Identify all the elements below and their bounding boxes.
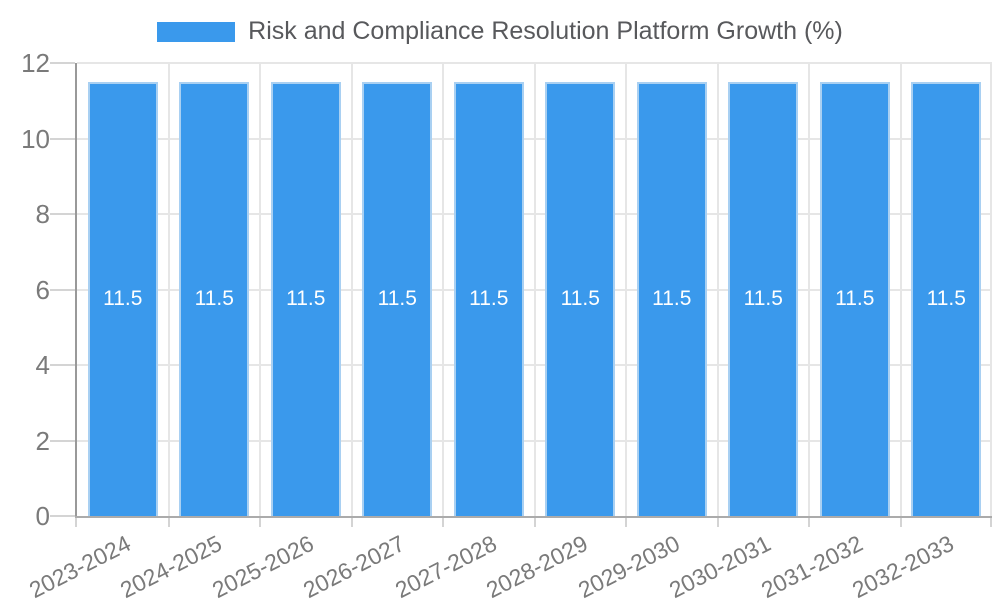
bar-value-label: 11.5 — [469, 286, 509, 310]
x-axis-tick-label: 2029-2030 — [573, 530, 684, 600]
x-tick-mark — [75, 518, 77, 527]
y-tick-mark — [50, 364, 75, 366]
gridline-vertical — [716, 63, 719, 516]
x-tick-mark — [990, 518, 992, 527]
y-tick-mark — [50, 515, 75, 517]
bar — [911, 81, 982, 516]
bar-value-label: 11.5 — [652, 286, 692, 310]
x-axis-tick-label: 2027-2028 — [390, 530, 501, 600]
gridline-vertical — [625, 63, 627, 516]
bar — [728, 81, 799, 516]
x-tick-mark — [259, 518, 261, 527]
gridline-vertical — [808, 63, 810, 516]
y-tick-mark — [50, 288, 75, 291]
x-axis-tick-label: 2028-2029 — [482, 530, 593, 600]
gridline-vertical — [899, 63, 902, 516]
bar — [87, 81, 158, 516]
plot-area: 11.5 11.5 11.5 11.5 11.5 11.5 11.5 11.5 11.5 11.5… — [21, 49, 992, 600]
x-axis-line — [75, 516, 992, 518]
bar-value-label: 11.5 — [743, 286, 783, 310]
chart-legend[interactable]: Risk and Compliance Resolution Platform … — [0, 17, 1000, 46]
y-tick-mark — [50, 213, 75, 215]
x-tick-mark — [716, 518, 719, 527]
bar — [636, 81, 707, 516]
x-tick-mark — [808, 518, 810, 527]
x-tick-mark — [167, 518, 170, 527]
bar-value-label: 11.5 — [926, 286, 966, 310]
x-tick-mark — [533, 518, 536, 527]
y-axis-tick-label: 6 — [35, 274, 50, 305]
bar-value-label: 11.5 — [560, 286, 600, 310]
y-axis-tick-label: 2 — [35, 425, 50, 456]
bar — [270, 81, 341, 516]
x-axis-tick-label: 2023-2024 — [24, 530, 135, 600]
bar — [453, 81, 524, 516]
bar — [545, 81, 616, 516]
gridline-vertical — [350, 63, 353, 516]
y-axis-tick-label: 0 — [35, 501, 50, 531]
gridline-vertical — [533, 63, 536, 516]
x-tick-mark — [625, 518, 627, 527]
y-axis-tick-label: 4 — [35, 350, 50, 380]
gridline-vertical — [167, 63, 170, 516]
y-axis-tick-label: 8 — [35, 199, 50, 229]
x-axis-tick-label: 2025-2026 — [207, 530, 318, 600]
x-tick-mark — [899, 518, 902, 527]
chart-title: Risk and Compliance Resolution Platform … — [248, 17, 843, 45]
y-tick-mark — [50, 137, 75, 140]
y-axis-line — [75, 63, 77, 518]
bar — [179, 81, 250, 516]
bar — [819, 81, 890, 516]
y-axis-tick-label: 12 — [21, 48, 50, 78]
legend-color-swatch — [157, 21, 236, 42]
x-tick-mark — [350, 518, 353, 527]
bar-value-label: 11.5 — [103, 286, 143, 310]
x-axis-tick-label: 2032-2033 — [848, 530, 959, 600]
y-tick-mark — [50, 439, 75, 442]
gridline-vertical — [259, 63, 261, 516]
x-axis-tick-label: 2026-2027 — [299, 530, 410, 600]
x-tick-mark — [442, 518, 444, 527]
y-tick-mark — [50, 62, 75, 64]
bar — [362, 81, 433, 516]
gridline-vertical — [442, 63, 444, 516]
x-axis-tick-label: 2031-2032 — [756, 530, 867, 600]
x-axis-tick-label: 2024-2025 — [116, 530, 227, 600]
bar-value-label: 11.5 — [835, 286, 875, 310]
bar-value-label: 11.5 — [377, 286, 417, 310]
gridline-vertical — [990, 63, 992, 516]
y-axis-tick-label: 10 — [21, 123, 50, 154]
bar-value-label: 11.5 — [194, 286, 234, 310]
bar-value-label: 11.5 — [286, 286, 326, 310]
x-axis-tick-label: 2030-2031 — [665, 530, 776, 600]
